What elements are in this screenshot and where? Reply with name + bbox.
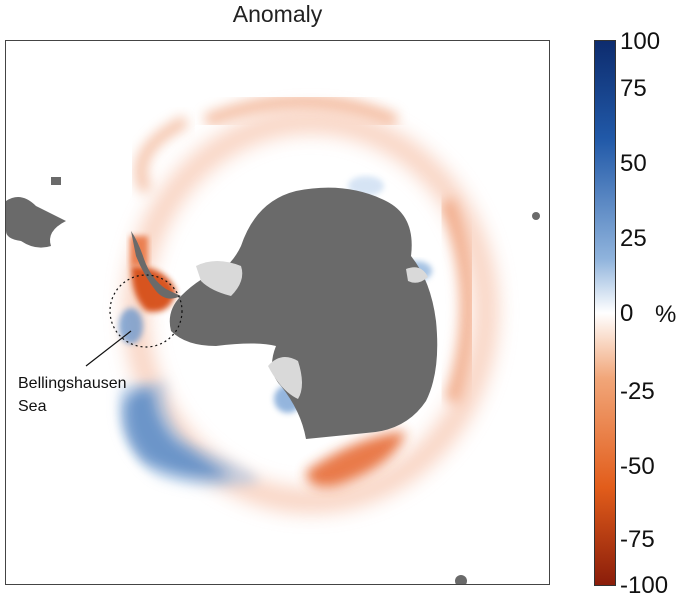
colorbar — [594, 40, 616, 586]
south-america-tip — [6, 197, 66, 248]
island-east — [532, 212, 540, 220]
colorbar-tick-50: 50 — [620, 150, 647, 177]
colorbar-tick-0: 0 — [620, 300, 634, 327]
ring-patch-east — [438, 198, 476, 404]
ross-ice-shelf — [268, 357, 302, 399]
antarctic-peninsula — [131, 231, 181, 299]
map-canvas — [6, 94, 540, 584]
region-label-line2: Sea — [18, 398, 47, 415]
map-title: Anomaly — [232, 1, 323, 27]
anomaly-map — [5, 40, 550, 585]
island-south — [455, 575, 467, 584]
colorbar-unit: % — [655, 301, 677, 328]
antarctica-landmass — [169, 187, 438, 439]
falkland-islands — [51, 177, 61, 185]
colorbar-tick-minus-50: -50 — [620, 453, 655, 480]
colorbar-tick-100: 100 — [620, 28, 661, 55]
colorbar-tick-75: 75 — [620, 75, 647, 102]
bellingshausen-sea-outline — [109, 274, 183, 348]
region-label-line1: Bellingshausen — [18, 375, 127, 392]
colorbar-tick-minus-100: -100 — [620, 572, 669, 599]
colorbar-tick-25: 25 — [620, 225, 647, 252]
ring-patch-west — [135, 115, 189, 194]
ring-patch-north — [203, 94, 399, 128]
colorbar-tick-minus-25: -25 — [620, 378, 655, 405]
negative-anomaly-southeast — [306, 431, 406, 487]
annotation-leader-line — [85, 330, 132, 367]
positive-anomaly-halo — [119, 381, 261, 488]
amery-ice-shelf — [406, 267, 428, 283]
colorbar-tick-minus-75: -75 — [620, 526, 655, 553]
negative-anomaly-bellingshausen — [131, 266, 176, 312]
ronne-ice-shelf — [196, 261, 243, 296]
